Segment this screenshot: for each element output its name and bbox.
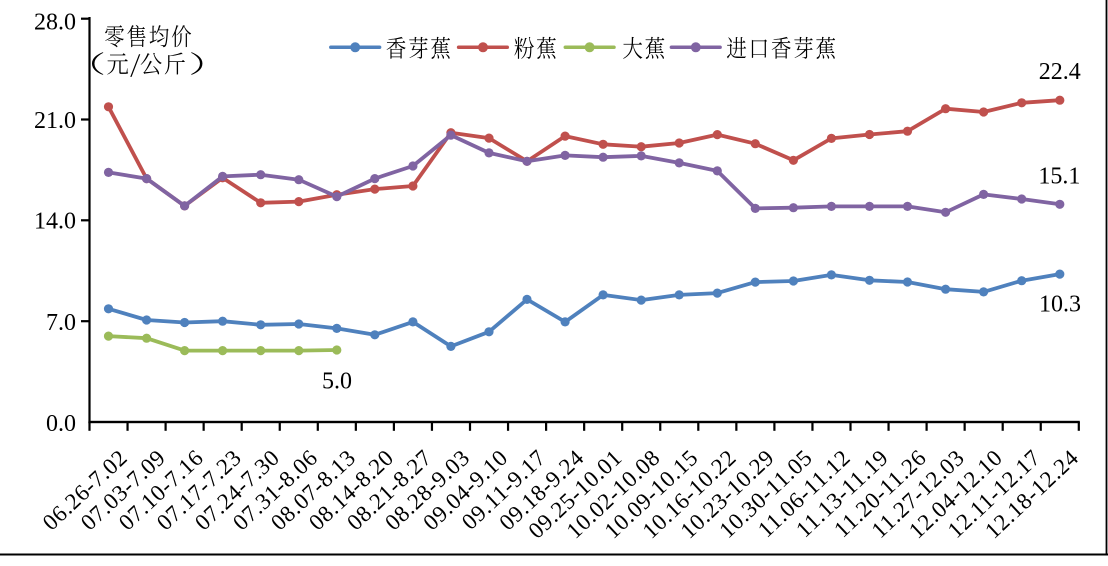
svg-text:14.0: 14.0 [34, 209, 76, 235]
svg-text:7.0: 7.0 [46, 310, 76, 336]
svg-text:15.1: 15.1 [1038, 164, 1080, 190]
svg-text:22.4: 22.4 [1039, 59, 1081, 85]
svg-text:0.0: 0.0 [46, 411, 76, 437]
svg-text:21.0: 21.0 [34, 108, 76, 134]
svg-text:28.0: 28.0 [34, 9, 76, 35]
svg-text:10.3: 10.3 [1039, 292, 1081, 318]
svg-text:5.0: 5.0 [322, 369, 352, 395]
